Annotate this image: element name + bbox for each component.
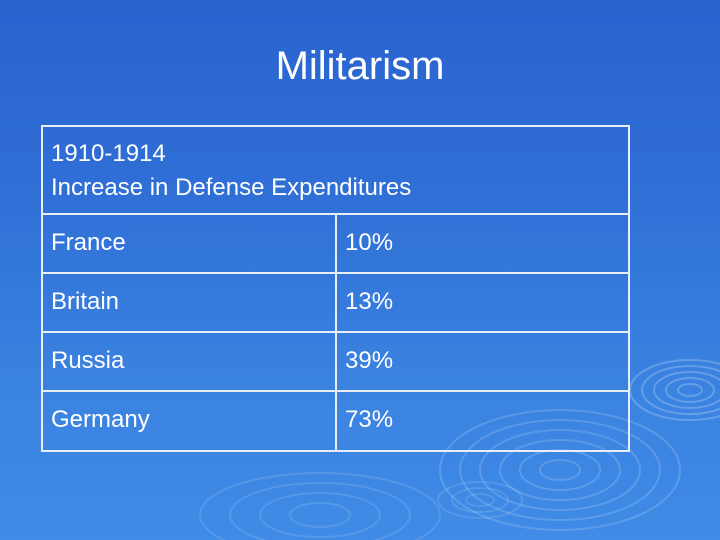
country-cell: Russia	[43, 333, 337, 390]
value-cell: 10%	[345, 229, 394, 256]
header-caption: Increase in Defense Expenditures	[51, 174, 412, 201]
table-header: 1910-1914 Increase in Defense Expenditur…	[43, 127, 628, 215]
header-years: 1910-1914	[51, 140, 166, 167]
table-row: Russia 39%	[43, 333, 628, 392]
value-cell: 39%	[345, 347, 394, 374]
table-row: Germany 73%	[43, 392, 628, 450]
expenditures-table: 1910-1914 Increase in Defense Expenditur…	[41, 125, 630, 452]
country-cell: Germany	[43, 392, 337, 450]
value-cell: 73%	[345, 406, 394, 433]
country-cell: France	[43, 215, 337, 272]
table-row: Britain 13%	[43, 274, 628, 333]
table-row: France 10%	[43, 215, 628, 274]
slide-title: Militarism	[275, 44, 445, 88]
country-cell: Britain	[43, 274, 337, 331]
value-cell: 13%	[345, 288, 394, 315]
